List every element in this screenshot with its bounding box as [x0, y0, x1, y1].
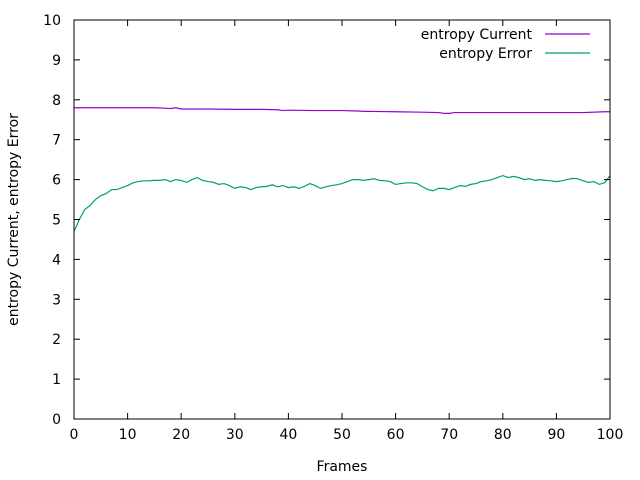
series-line-1 — [73, 174, 611, 232]
y-tick-label: 6 — [52, 173, 61, 189]
x-tick-label: 90 — [547, 427, 565, 443]
x-tick-label: 60 — [387, 427, 405, 443]
y-tick-label: 2 — [52, 332, 61, 348]
x-tick-label: 70 — [440, 427, 458, 443]
y-tick-label: 3 — [52, 292, 61, 308]
legend: entropy Current entropy Error — [421, 27, 590, 62]
y-tick-label: 9 — [52, 53, 61, 69]
y-tick-label: 7 — [52, 133, 61, 149]
x-tick-label: 80 — [494, 427, 512, 443]
series-line-0 — [74, 107, 610, 114]
x-axis-label: Frames — [317, 459, 368, 475]
x-tick-label: 0 — [70, 427, 79, 443]
x-tick-label: 50 — [333, 427, 351, 443]
x-tick-label: 30 — [226, 427, 244, 443]
y-axis-label: entropy Current, entropy Error — [6, 113, 22, 326]
y-tick-label: 5 — [52, 213, 61, 229]
x-tick-label: 20 — [172, 427, 190, 443]
legend-label: entropy Current — [421, 27, 533, 43]
y-tick-label: 4 — [52, 252, 61, 268]
x-tick-label: 40 — [279, 427, 297, 443]
x-tick-label: 100 — [597, 427, 624, 443]
y-tick-label: 8 — [52, 93, 61, 109]
y-tick-label: 1 — [52, 372, 61, 388]
y-tick-label: 10 — [43, 13, 61, 29]
legend-label: entropy Error — [439, 46, 532, 62]
y-tick-label: 0 — [52, 412, 61, 428]
x-tick-label: 10 — [119, 427, 137, 443]
